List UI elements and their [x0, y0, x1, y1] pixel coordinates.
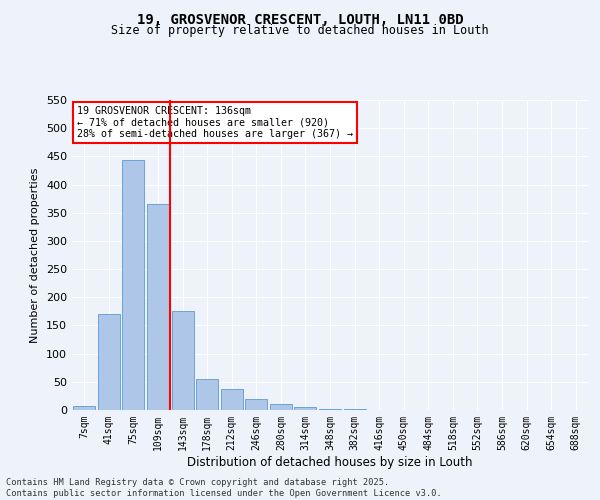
Bar — [319, 409, 341, 410]
Bar — [196, 379, 218, 410]
Text: Size of property relative to detached houses in Louth: Size of property relative to detached ho… — [111, 24, 489, 37]
Text: 19, GROSVENOR CRESCENT, LOUTH, LN11 0BD: 19, GROSVENOR CRESCENT, LOUTH, LN11 0BD — [137, 12, 463, 26]
Y-axis label: Number of detached properties: Number of detached properties — [31, 168, 40, 342]
Bar — [122, 160, 145, 410]
X-axis label: Distribution of detached houses by size in Louth: Distribution of detached houses by size … — [187, 456, 473, 468]
Bar — [73, 406, 95, 410]
Bar — [98, 314, 120, 410]
Bar — [172, 312, 194, 410]
Bar — [245, 398, 268, 410]
Text: Contains HM Land Registry data © Crown copyright and database right 2025.
Contai: Contains HM Land Registry data © Crown c… — [6, 478, 442, 498]
Bar — [295, 407, 316, 410]
Text: 19 GROSVENOR CRESCENT: 136sqm
← 71% of detached houses are smaller (920)
28% of : 19 GROSVENOR CRESCENT: 136sqm ← 71% of d… — [77, 106, 353, 140]
Bar — [221, 388, 243, 410]
Bar — [270, 404, 292, 410]
Bar — [147, 204, 169, 410]
